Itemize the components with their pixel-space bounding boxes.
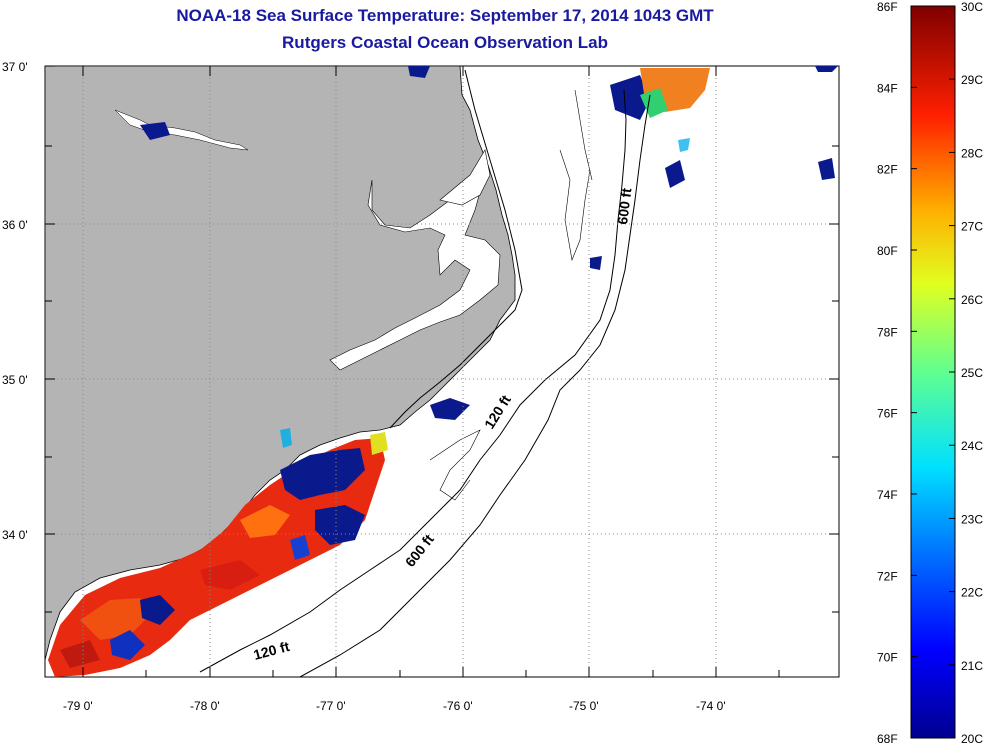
sst-mixed-region — [280, 68, 710, 455]
fahrenheit-label: 74F — [877, 488, 898, 502]
contour-label-600ft-top: 600 ft — [614, 187, 634, 226]
map-grid — [45, 66, 839, 677]
lon-label: -77 0' — [316, 699, 346, 713]
contour-600ft — [299, 94, 651, 677]
fahrenheit-label: 68F — [877, 732, 898, 746]
map-title: NOAA-18 Sea Surface Temperature: Septemb… — [176, 6, 714, 25]
celsius-label: 20C — [961, 732, 983, 746]
color-scale-labels: 30C 29C 28C 27C 26C 25C 24C 23C 22C 21C 20C 86F 84F 8… — [877, 0, 983, 746]
fahrenheit-label: 84F — [877, 81, 898, 95]
lat-label: 37 0' — [2, 60, 28, 74]
celsius-label: 26C — [961, 293, 983, 307]
fahrenheit-label: 78F — [877, 325, 898, 339]
lat-label: 34 0' — [2, 528, 28, 542]
fahrenheit-label: 70F — [877, 651, 898, 665]
fahrenheit-label: 80F — [877, 244, 898, 258]
lon-label: -74 0' — [696, 699, 726, 713]
celsius-label: 27C — [961, 220, 983, 234]
map-subtitle: Rutgers Coastal Ocean Observation Lab — [282, 33, 608, 52]
lat-label: 35 0' — [2, 373, 28, 387]
lon-label: -76 0' — [443, 699, 473, 713]
lat-label: 36 0' — [2, 218, 28, 232]
fahrenheit-label: 76F — [877, 407, 898, 421]
outer-banks — [389, 69, 523, 429]
lon-label: -75 0' — [569, 699, 599, 713]
celsius-label: 29C — [961, 73, 983, 87]
lon-label: -78 0' — [190, 699, 220, 713]
albemarle-sound — [439, 149, 491, 206]
celsius-label: 24C — [961, 439, 983, 453]
celsius-label: 25C — [961, 366, 983, 380]
celsius-label: 30C — [961, 0, 983, 14]
fahrenheit-label: 86F — [877, 0, 898, 14]
fahrenheit-label: 82F — [877, 163, 898, 177]
celsius-label: 28C — [961, 146, 983, 160]
fahrenheit-label: 72F — [877, 569, 898, 583]
celsius-label: 22C — [961, 586, 983, 600]
lon-label: -79 0' — [63, 699, 93, 713]
celsius-label: 23C — [961, 512, 983, 526]
contour-120ft — [199, 89, 627, 673]
axis-ticks — [45, 65, 839, 677]
color-scale-bar — [910, 5, 956, 739]
sst-cold-region — [110, 66, 838, 660]
celsius-label: 21C — [961, 659, 983, 673]
